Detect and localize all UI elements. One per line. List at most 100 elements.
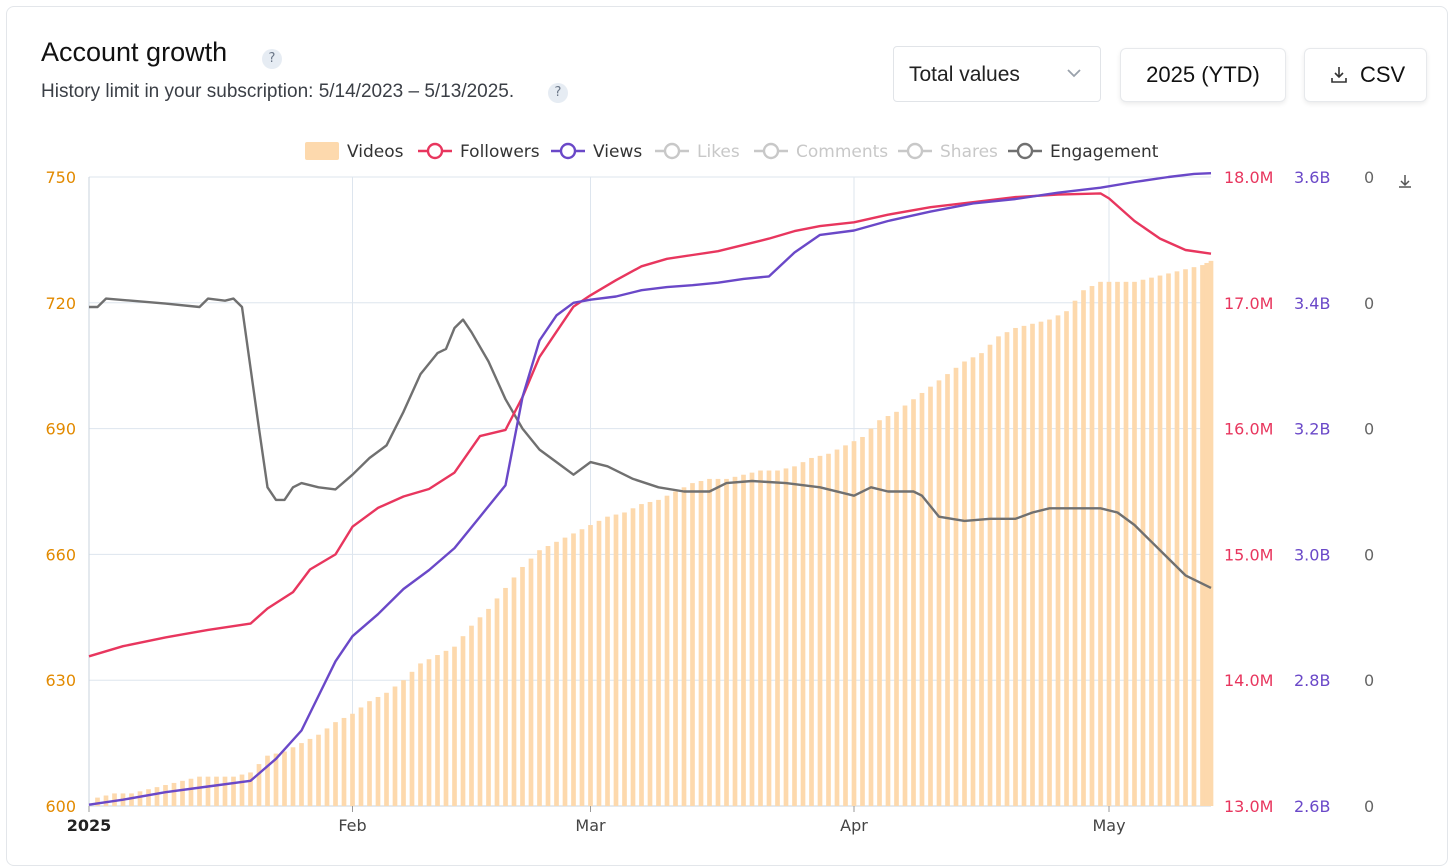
videos-bar — [316, 734, 321, 806]
videos-bar — [936, 380, 942, 806]
videos-bar — [95, 797, 100, 806]
videos-bar — [180, 780, 185, 806]
engagement-axis-tick: 0 — [1364, 671, 1374, 690]
legend-swatch-marker — [906, 142, 924, 160]
videos-bar — [154, 787, 160, 806]
left-axis-tick: 720 — [45, 294, 76, 313]
left-axis-tick: 690 — [45, 420, 76, 439]
views-axis-tick: 3.4B — [1294, 294, 1330, 313]
videos-bar — [1191, 267, 1197, 806]
videos-bar — [503, 587, 508, 806]
engagement-axis-tick: 0 — [1364, 168, 1374, 187]
videos-bar — [1030, 323, 1035, 806]
videos-bar — [860, 436, 865, 806]
videos-bar — [426, 659, 432, 806]
chart-axes: 750 720 690 660 630 600 18.0M 17.0M 16.0M 15.0M 14… — [45, 168, 1374, 835]
followers-axis-tick: 15.0M — [1224, 545, 1273, 564]
videos-bar — [596, 520, 602, 806]
videos-bar — [486, 608, 491, 806]
videos-bar — [1004, 332, 1010, 806]
videos-bar — [1140, 279, 1146, 806]
videos-bar — [443, 650, 449, 806]
left-axis-tick: 600 — [45, 797, 76, 816]
videos-bar — [1047, 319, 1052, 806]
videos-bar — [409, 671, 415, 806]
videos-bar — [477, 617, 483, 806]
videos-bar — [919, 392, 925, 806]
legend-item-followers[interactable]: Followers — [418, 142, 540, 162]
period-button[interactable]: 2025 (YTD) — [1120, 48, 1286, 102]
videos-bar — [605, 516, 610, 806]
legend-label: Shares — [940, 142, 998, 162]
videos-bar — [698, 481, 704, 806]
videos-bar — [282, 751, 287, 806]
videos-bar — [163, 785, 168, 806]
videos-bar — [537, 550, 542, 806]
videos-bar — [673, 491, 678, 806]
videos-bar — [324, 728, 330, 806]
videos-bar — [579, 529, 585, 806]
legend-item-shares[interactable]: Shares — [898, 142, 998, 162]
videos-bar — [732, 476, 738, 806]
videos-bar — [996, 336, 1001, 806]
engagement-axis-tick: 0 — [1364, 797, 1374, 816]
csv-button[interactable]: CSV — [1304, 48, 1427, 102]
videos-bar — [375, 696, 381, 806]
videos-bar — [469, 625, 474, 806]
videos-bar — [715, 478, 721, 806]
legend-item-comments[interactable]: Comments — [754, 142, 888, 162]
videos-bar — [222, 776, 228, 806]
followers-axis-tick: 14.0M — [1224, 671, 1273, 690]
views-axis-tick: 3.2B — [1294, 420, 1330, 439]
metric-mode-select[interactable]: Total values — [893, 46, 1101, 102]
videos-bar — [562, 537, 568, 806]
videos-bar — [392, 686, 398, 806]
legend-label: Likes — [697, 142, 740, 162]
videos-bar — [545, 546, 551, 806]
legend-label: Followers — [460, 142, 540, 162]
videos-bar — [511, 577, 517, 806]
legend-item-videos[interactable]: Videos — [305, 142, 404, 162]
chart-download-icon[interactable] — [1399, 175, 1411, 188]
engagement-axis-tick: 0 — [1364, 294, 1374, 313]
videos-bar — [1072, 300, 1078, 806]
videos-bar — [868, 428, 874, 806]
videos-bar — [1013, 327, 1018, 806]
title-help-icon[interactable]: ? — [262, 49, 282, 69]
chart-legend: Videos Followers Views Likes Comments Shares E… — [305, 142, 1159, 162]
subtitle-help-icon[interactable]: ? — [548, 83, 568, 103]
videos-bar — [613, 514, 619, 806]
videos-bar — [1123, 281, 1129, 806]
videos-bar — [894, 411, 899, 806]
legend-swatch — [305, 142, 339, 160]
csv-button-label: CSV — [1360, 62, 1406, 87]
legend-item-likes[interactable]: Likes — [655, 142, 740, 162]
legend-label: Comments — [796, 142, 888, 162]
page-title: Account growth — [41, 37, 228, 67]
legend-label: Views — [593, 142, 642, 162]
views-axis-tick: 2.8B — [1294, 671, 1330, 690]
videos-bar — [647, 501, 653, 806]
videos-bar — [137, 791, 143, 806]
videos-bar — [333, 722, 338, 806]
videos-bar — [1089, 286, 1095, 806]
videos-bar — [1208, 260, 1214, 806]
legend-item-engagement[interactable]: Engagement — [1008, 142, 1159, 162]
videos-bar — [188, 778, 194, 806]
videos-bar — [707, 478, 712, 806]
left-axis-tick: 750 — [45, 168, 76, 187]
videos-bar — [962, 361, 967, 806]
videos-bar — [979, 353, 984, 806]
videos-bar — [1115, 281, 1120, 806]
download-icon — [1331, 67, 1347, 83]
chevron-down-icon — [1067, 69, 1081, 78]
legend-swatch-marker — [426, 142, 444, 160]
videos-bar — [1106, 281, 1112, 806]
videos-bar — [1166, 273, 1171, 806]
videos-bar — [129, 793, 134, 806]
metric-mode-value: Total values — [909, 63, 1020, 86]
legend-swatch-marker — [1016, 142, 1034, 160]
legend-item-views[interactable]: Views — [551, 142, 642, 162]
left-axis-tick: 660 — [45, 545, 76, 564]
